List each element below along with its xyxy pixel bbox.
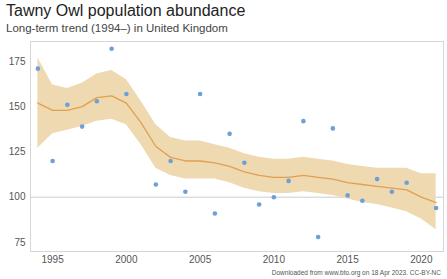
html-text:Downloaded from www.bto.org on: Downloaded from www.bto.org on 18 Apr 20… — [271, 269, 441, 276]
svg-text:1995: 1995 — [42, 254, 65, 265]
svg-text:150: 150 — [9, 101, 26, 112]
svg-text:2005: 2005 — [189, 254, 212, 265]
svg-text:175: 175 — [9, 56, 26, 67]
html-text:Tawny Owl population abundance: Tawny Owl population abundance — [6, 2, 246, 19]
html-text:Long-term trend (1994–) in Uni: Long-term trend (1994–) in United Kingdo… — [6, 22, 228, 34]
svg-text:2000: 2000 — [115, 254, 138, 265]
svg-text:2020: 2020 — [410, 254, 433, 265]
svg-text:100: 100 — [9, 191, 26, 202]
svg-text:2015: 2015 — [337, 254, 360, 265]
svg-text:125: 125 — [9, 146, 26, 157]
svg-text:2010: 2010 — [263, 254, 286, 265]
svg-text:75: 75 — [14, 237, 26, 248]
